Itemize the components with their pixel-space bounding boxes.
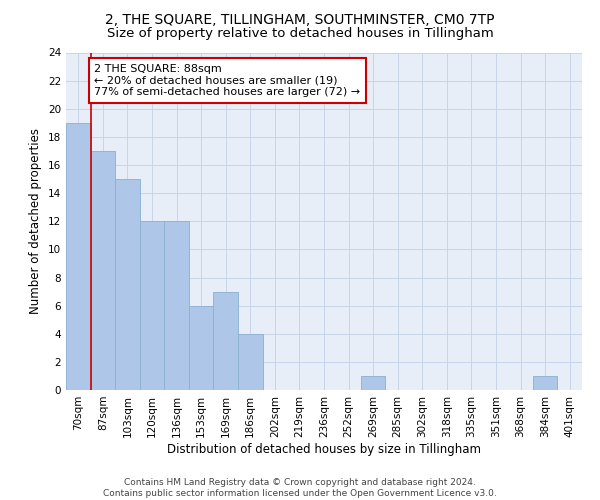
Bar xyxy=(189,306,214,390)
Bar xyxy=(164,221,189,390)
Bar xyxy=(140,221,164,390)
Text: 2, THE SQUARE, TILLINGHAM, SOUTHMINSTER, CM0 7TP: 2, THE SQUARE, TILLINGHAM, SOUTHMINSTER,… xyxy=(105,12,495,26)
Bar xyxy=(91,151,115,390)
Bar xyxy=(533,376,557,390)
Bar xyxy=(214,292,238,390)
Text: 2 THE SQUARE: 88sqm
← 20% of detached houses are smaller (19)
77% of semi-detach: 2 THE SQUARE: 88sqm ← 20% of detached ho… xyxy=(94,64,361,97)
Text: Contains HM Land Registry data © Crown copyright and database right 2024.
Contai: Contains HM Land Registry data © Crown c… xyxy=(103,478,497,498)
Bar xyxy=(361,376,385,390)
Bar xyxy=(66,123,91,390)
Bar xyxy=(238,334,263,390)
Text: Size of property relative to detached houses in Tillingham: Size of property relative to detached ho… xyxy=(107,28,493,40)
Y-axis label: Number of detached properties: Number of detached properties xyxy=(29,128,43,314)
Bar xyxy=(115,179,140,390)
X-axis label: Distribution of detached houses by size in Tillingham: Distribution of detached houses by size … xyxy=(167,442,481,456)
